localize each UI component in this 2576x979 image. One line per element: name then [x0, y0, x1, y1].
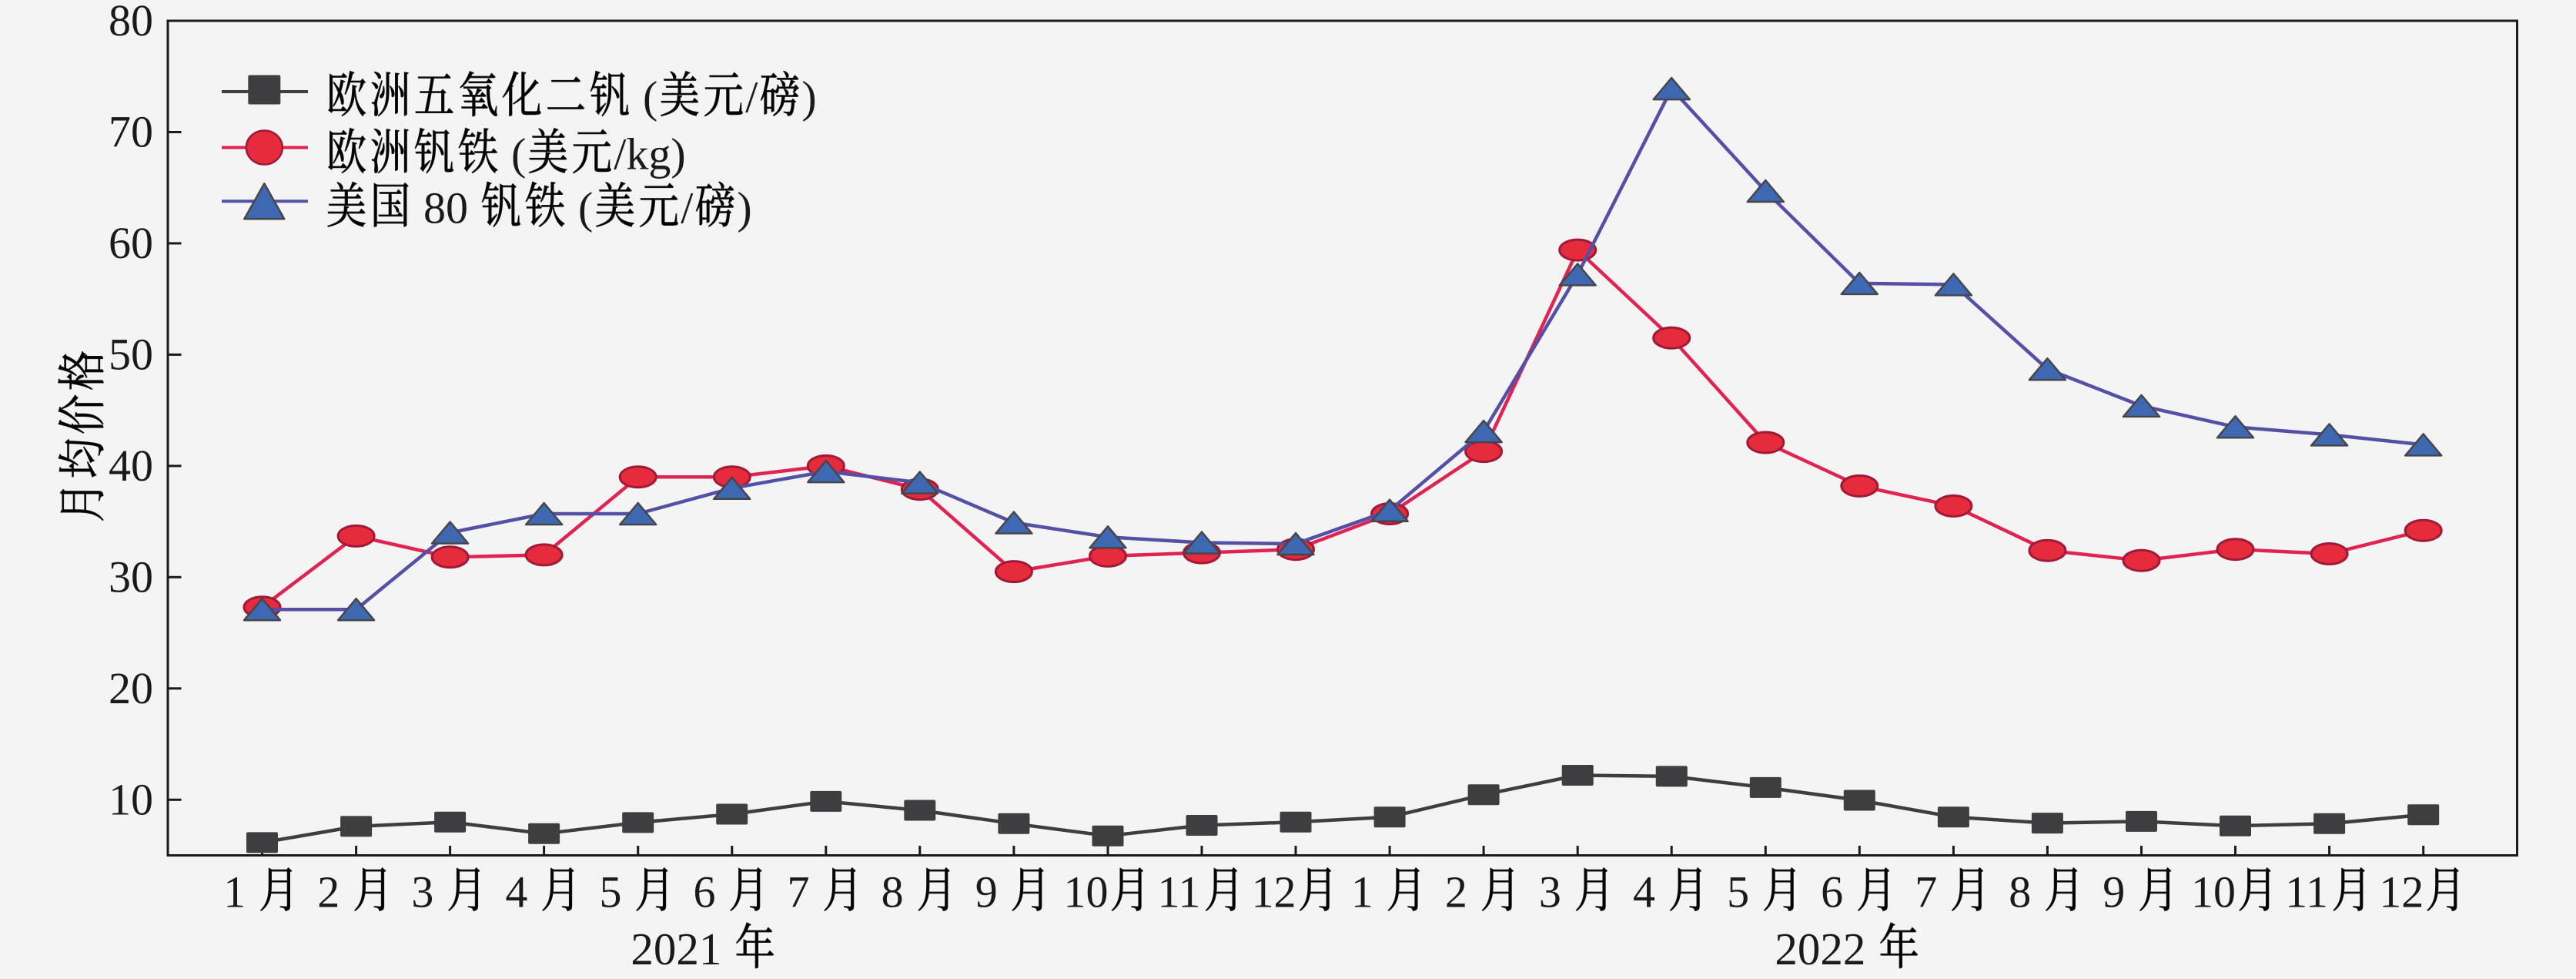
- svg-text:): ): [737, 183, 751, 233]
- svg-text:70: 70: [109, 107, 153, 157]
- svg-text:40: 40: [109, 441, 153, 491]
- svg-text:80: 80: [413, 183, 480, 233]
- svg-text:6: 6: [694, 867, 728, 917]
- svg-text:10: 10: [1064, 867, 1109, 917]
- svg-text:11: 11: [2285, 867, 2328, 917]
- svg-text:2021: 2021: [631, 924, 733, 974]
- svg-text:5: 5: [1727, 867, 1761, 917]
- svg-text:20: 20: [109, 663, 153, 713]
- svg-text:30: 30: [109, 552, 153, 602]
- svg-text:8: 8: [2009, 867, 2042, 917]
- svg-text:9: 9: [2103, 867, 2136, 917]
- svg-text:11: 11: [1158, 867, 1201, 917]
- svg-text:1: 1: [1351, 867, 1385, 917]
- svg-text:50: 50: [109, 330, 153, 380]
- svg-text:1: 1: [223, 867, 257, 917]
- svg-text:4: 4: [505, 867, 539, 917]
- svg-text:10: 10: [109, 775, 153, 825]
- svg-text:2022: 2022: [1775, 924, 1877, 974]
- svg-text:/: /: [681, 183, 694, 233]
- svg-text:60: 60: [109, 218, 153, 268]
- svg-text:3: 3: [1539, 867, 1573, 917]
- svg-text:(: (: [567, 183, 594, 233]
- svg-text:3: 3: [411, 867, 445, 917]
- svg-text:/: /: [745, 72, 758, 122]
- svg-text:(: (: [632, 72, 658, 122]
- svg-text:12: 12: [2379, 867, 2424, 917]
- svg-text:/kg): /kg): [614, 129, 685, 179]
- svg-text:7: 7: [1915, 867, 1949, 917]
- svg-text:10: 10: [2191, 867, 2236, 917]
- svg-text:9: 9: [975, 867, 1009, 917]
- svg-text:8: 8: [882, 867, 915, 917]
- svg-text:7: 7: [788, 867, 821, 917]
- svg-text:80: 80: [109, 0, 153, 45]
- svg-text:2: 2: [1445, 867, 1479, 917]
- svg-text:): ): [801, 72, 816, 122]
- svg-text:2: 2: [317, 867, 351, 917]
- svg-text:12: 12: [1252, 867, 1296, 917]
- svg-text:(: (: [500, 129, 527, 179]
- svg-text:6: 6: [1821, 867, 1855, 917]
- svg-text:5: 5: [600, 867, 634, 917]
- svg-text:4: 4: [1633, 867, 1667, 917]
